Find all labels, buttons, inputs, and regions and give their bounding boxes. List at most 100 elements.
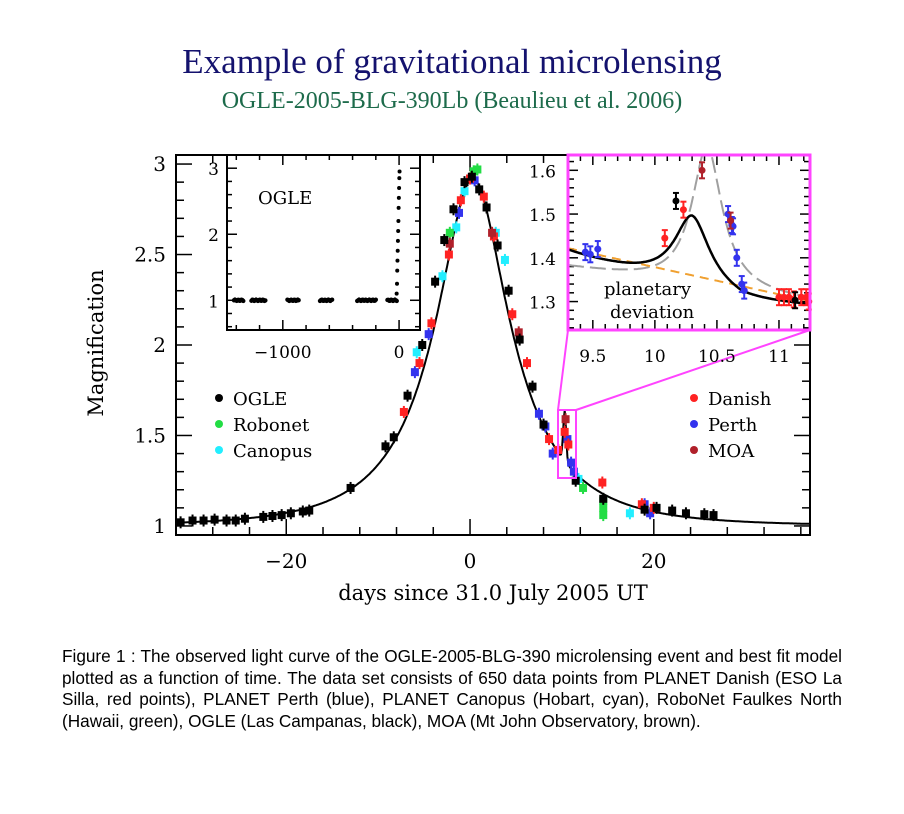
inset-ogle-points: [231, 169, 402, 304]
data-point-ogle: [188, 516, 197, 525]
data-point-canopus: [438, 272, 447, 281]
data-point-danish: [564, 440, 573, 449]
inset-point-perth: [586, 250, 594, 258]
data-point-ogle: [709, 511, 718, 520]
legend-marker-perth: [690, 420, 698, 428]
data-point-ogle: [389, 433, 398, 442]
data-point-ogle: [528, 382, 537, 391]
data-point-ogle: [259, 512, 268, 521]
x-axis-label: days since 31.0 July 2005 UT: [338, 581, 648, 605]
inset-ogle-point: [396, 228, 401, 233]
legend-marker-canopus: [215, 446, 223, 454]
inset-point-ogle: [672, 197, 680, 205]
legend-label-canopus: Canopus: [233, 441, 312, 462]
data-point-ogle: [286, 509, 295, 518]
inset-ogle-point: [397, 169, 402, 174]
data-point-danish: [427, 319, 436, 328]
legend-marker-ogle: [215, 394, 223, 402]
figure-subtitle: OGLE-2005-BLG-390Lb (Beaulieu et al. 200…: [221, 88, 683, 114]
inset-ogle-point: [329, 297, 335, 302]
data-point-moa: [445, 239, 454, 248]
legend-label-ogle: OGLE: [233, 389, 287, 410]
data-point-ogle: [571, 476, 580, 485]
data-point-ogle: [222, 516, 231, 525]
x-tick-label: 11: [768, 347, 790, 367]
x-tick-label: −1000: [254, 343, 312, 363]
y-tick-label: 1.6: [529, 162, 556, 182]
data-point-ogle: [277, 511, 286, 520]
data-point-canopus: [460, 187, 469, 196]
inset-ogle-point: [396, 205, 401, 210]
data-point-ogle: [431, 277, 440, 286]
data-point-ogle: [515, 335, 524, 344]
y-tick-label: 3: [153, 152, 166, 176]
figure-title: Example of gravitational microlensing: [182, 42, 722, 81]
data-point-ogle: [199, 516, 208, 525]
x-tick-label: 0: [394, 343, 405, 363]
data-point-ogle: [449, 205, 458, 214]
data-point-robonet: [445, 228, 454, 237]
inset-ogle-point: [397, 186, 402, 191]
data-point-danish: [598, 478, 607, 487]
inset-planetary-background: [568, 155, 810, 330]
data-point-robonet: [599, 511, 608, 520]
data-point-perth: [569, 467, 578, 476]
data-point-canopus: [452, 223, 461, 232]
inset-point-perth: [740, 287, 748, 295]
legend-label-perth: Perth: [708, 415, 758, 436]
inset-ogle-point: [396, 195, 401, 200]
zoom-region-box: [557, 409, 577, 479]
inset-point-danish: [775, 293, 783, 301]
inset-ogle-point: [395, 238, 400, 243]
inset-point-danish: [780, 293, 788, 301]
inset-planetary-frame: [566, 153, 812, 332]
data-point-ogle: [403, 391, 412, 400]
data-point-danish: [637, 500, 646, 509]
inset-ogle-point: [263, 298, 268, 303]
data-point-ogle: [700, 510, 709, 519]
x-tick-label: 10.5: [698, 347, 736, 367]
planetary-model-curve: [567, 214, 811, 306]
inset-point-danish: [661, 234, 669, 242]
y-tick-label: 1.4: [529, 250, 556, 270]
data-point-moa: [561, 415, 570, 424]
data-point-ogle: [268, 512, 277, 520]
data-point-perth: [534, 409, 543, 418]
data-point-danish: [456, 196, 465, 205]
x-tick-label: −20: [265, 549, 307, 573]
data-point-ogle: [305, 506, 314, 515]
single-lens-model-curve: [567, 155, 811, 299]
inset-ogle-point: [373, 297, 379, 302]
inset-ogle-frame: [226, 154, 421, 331]
legend-label-robonet: Robonet: [233, 415, 310, 436]
data-point-ogle: [640, 505, 649, 514]
data-point-canopus: [412, 348, 421, 357]
data-point-ogle: [240, 514, 249, 523]
data-point-robonet: [473, 165, 482, 174]
inset-ogle-point: [397, 176, 402, 181]
data-point-ogle: [440, 236, 449, 245]
inset-planetary-plot: planetary deviation 9.5 10 10.5 11 1.3 1.4 1.5…: [529, 153, 813, 367]
inset-point-danish: [797, 293, 805, 301]
legend-marker-moa: [690, 446, 698, 454]
inset-point-moa: [727, 217, 735, 225]
inset-ogle-point: [394, 291, 399, 296]
inset-planetary-ticks: [567, 155, 810, 330]
inset-ogle-title: OGLE: [258, 188, 312, 209]
inset-ogle-tick-labels: −1000 0 1 2 3: [208, 160, 404, 363]
inset-ogle-point: [394, 298, 399, 304]
data-point-ogle: [599, 494, 608, 503]
data-point-ogle: [210, 515, 219, 524]
inset-ogle-point: [395, 268, 400, 273]
inset-ogle-plot: OGLE −1000 0 1 2 3: [208, 154, 421, 363]
y-tick-label: 1.5: [529, 206, 556, 226]
data-point-ogle: [504, 286, 513, 295]
data-point-danish: [479, 192, 488, 201]
data-point-robonet: [579, 483, 588, 492]
y-tick-label: 1.3: [529, 294, 556, 314]
data-point-ogle: [493, 241, 502, 250]
data-point-perth: [646, 509, 655, 518]
inset-point-ogle: [791, 296, 799, 304]
inset-planetary-tick-labels: 9.5 10 10.5 11 1.3 1.4 1.5 1.6: [529, 162, 790, 367]
